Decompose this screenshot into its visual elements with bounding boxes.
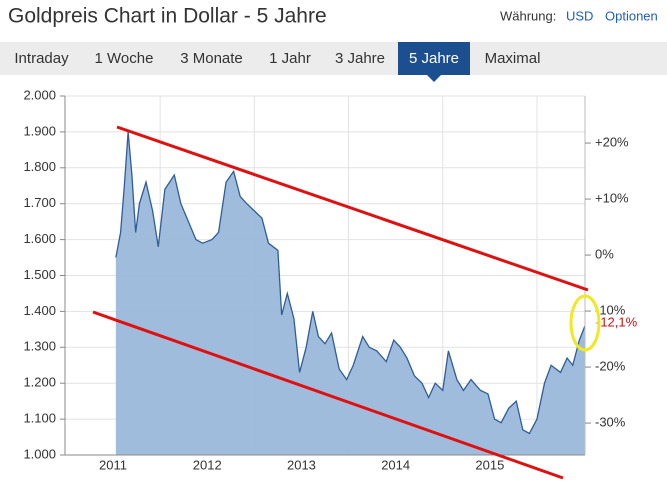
y-tick-label: 1.100 (23, 411, 56, 426)
options-link[interactable]: Optionen (605, 8, 658, 23)
currency-label: Währung: (500, 8, 556, 23)
tab[interactable]: 3 Monate (180, 50, 243, 67)
x-tick-label: 2012 (193, 457, 222, 472)
x-tick-label: 2015 (475, 457, 504, 472)
x-tick-label: 2014 (381, 457, 410, 472)
tab-pointer (427, 75, 441, 82)
tab[interactable]: 1 Woche (95, 50, 154, 67)
y2-tick-label: -20% (595, 359, 626, 374)
y2-tick-label: 0% (595, 246, 614, 261)
y-tick-label: 1.600 (23, 231, 56, 246)
tab-bar (0, 42, 667, 75)
y2-tick-label: +10% (595, 190, 629, 205)
currency-link[interactable]: USD (566, 8, 593, 23)
trend-line-lower (92, 310, 564, 480)
tab[interactable]: Intraday (14, 50, 69, 67)
y-tick-label: 1.500 (23, 267, 56, 282)
y-tick-label: 1.300 (23, 339, 56, 354)
y-tick-label: 1.400 (23, 303, 56, 318)
y-tick-label: 1.700 (23, 195, 56, 210)
y2-tick-label: -30% (595, 415, 626, 430)
y-tick-label: 1.800 (23, 159, 56, 174)
y-tick-label: 1.000 (23, 446, 56, 461)
annotation: -12,1% (596, 314, 638, 329)
tab[interactable]: 1 Jahr (269, 50, 311, 67)
tab[interactable]: 3 Jahre (335, 50, 385, 67)
x-tick-label: 2011 (99, 457, 127, 472)
tab-active-bg (398, 42, 470, 75)
highlight-ellipse (569, 294, 601, 352)
trend-line-upper (116, 125, 589, 292)
y2-tick-label: -10% (595, 303, 626, 318)
y-tick-label: 2.000 (23, 87, 56, 102)
page-title: Goldpreis Chart in Dollar - 5 Jahre (8, 5, 327, 28)
tab[interactable]: 5 Jahre (409, 50, 459, 67)
area-fill (115, 131, 585, 455)
y2-tick-label: +20% (595, 134, 629, 149)
x-tick-label: 2013 (287, 457, 316, 472)
tab[interactable]: Maximal (485, 50, 541, 67)
y-tick-label: 1.900 (23, 123, 56, 138)
price-line (115, 131, 586, 435)
y-tick-label: 1.200 (23, 375, 56, 390)
